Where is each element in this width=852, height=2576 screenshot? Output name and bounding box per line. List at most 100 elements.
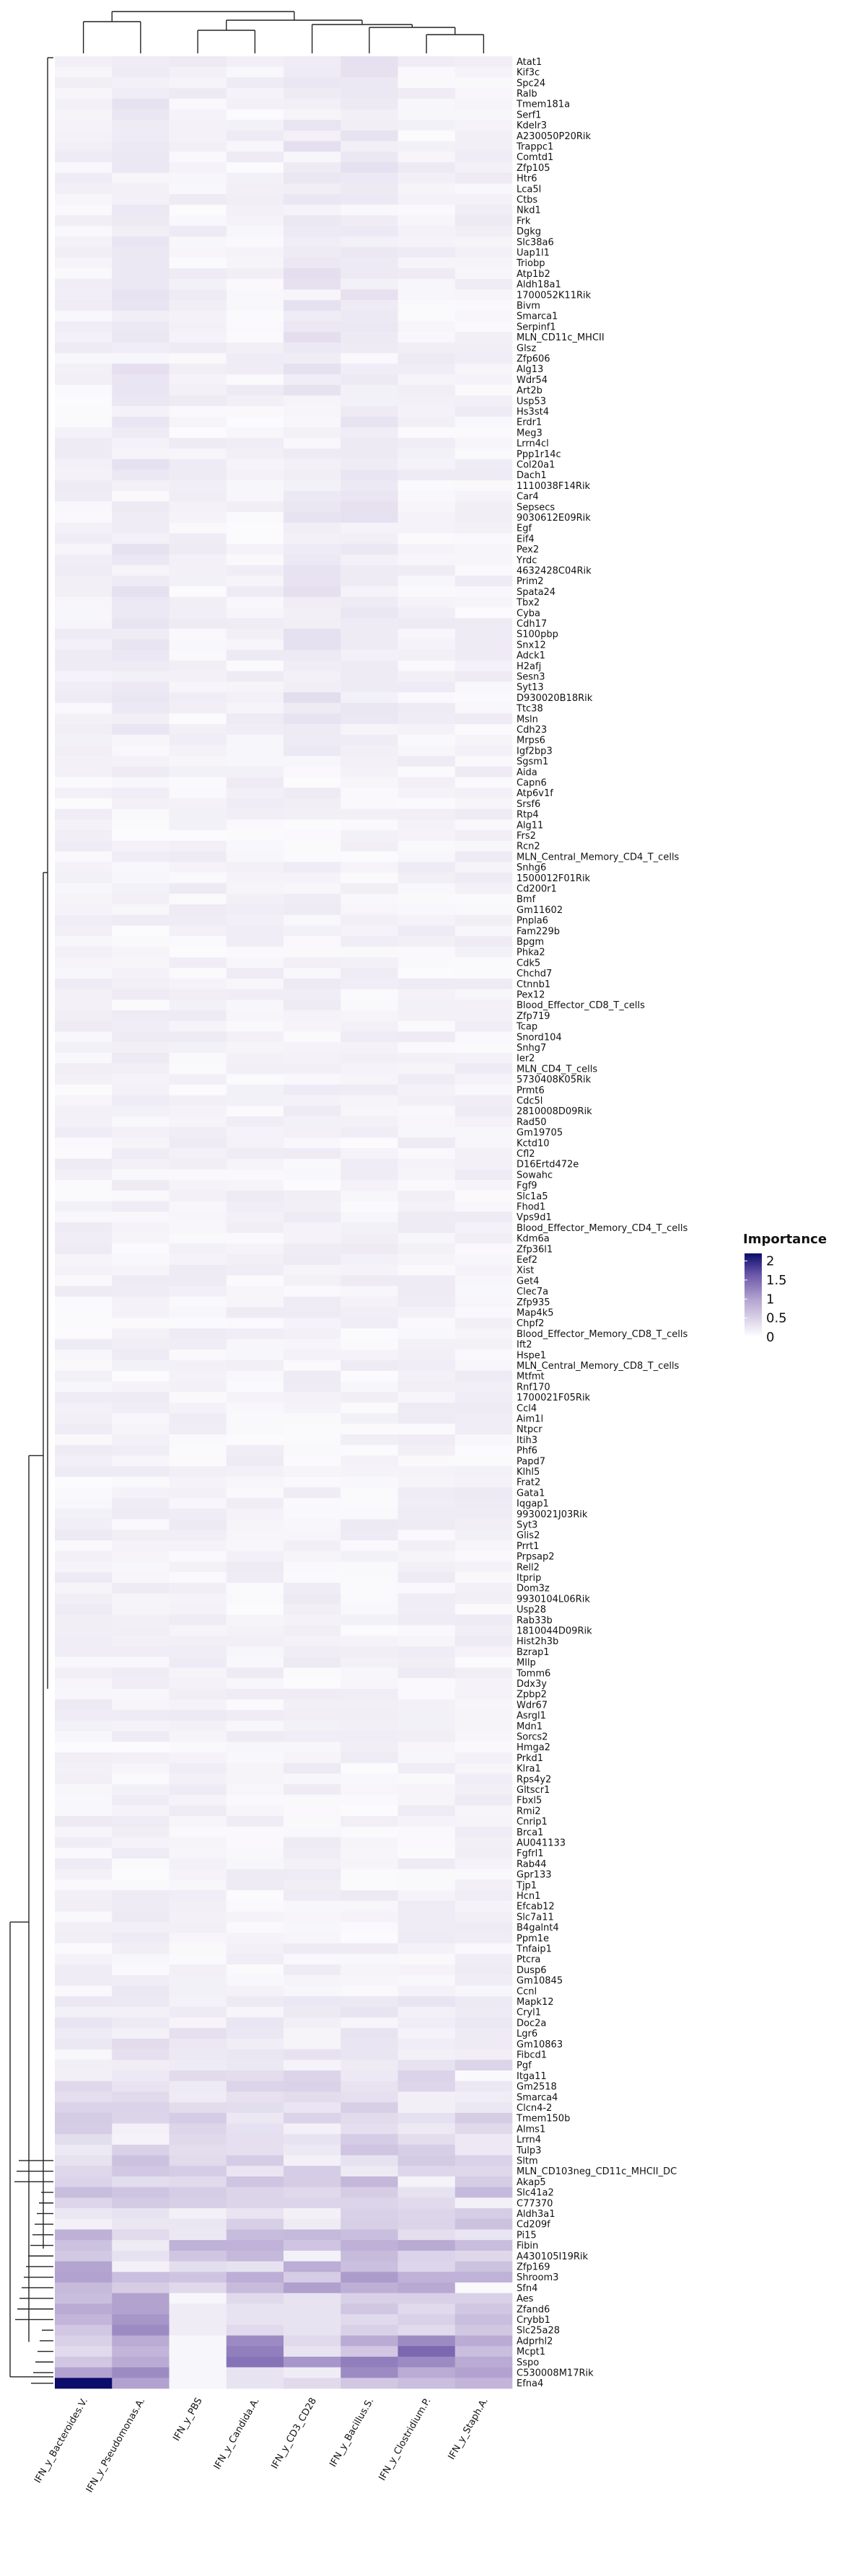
heatmap-cell — [398, 1710, 456, 1721]
heatmap-cell — [55, 936, 113, 948]
row-label: Glis2 — [517, 1530, 540, 1541]
heatmap-cell — [341, 565, 398, 576]
row-label: Rnf170 — [517, 1382, 550, 1393]
heatmap-cell — [55, 1943, 113, 1954]
heatmap-cell — [284, 554, 341, 565]
heatmap-cell — [169, 2314, 227, 2326]
heatmap-cell — [55, 2293, 113, 2304]
heatmap-cell — [284, 1879, 341, 1891]
heatmap-cell — [55, 1158, 113, 1170]
heatmap-cell — [226, 395, 284, 407]
heatmap-cell — [454, 2346, 513, 2357]
heatmap-cell — [112, 56, 170, 67]
row-label: Itprip — [517, 1573, 541, 1584]
heatmap-cell — [55, 1063, 113, 1075]
heatmap-cell — [454, 151, 513, 163]
row-label: Aim1l — [517, 1413, 543, 1424]
heatmap-cell — [226, 798, 284, 809]
heatmap-cell — [341, 1180, 398, 1191]
heatmap-cell — [169, 1985, 227, 1997]
row-label: Prkd1 — [517, 1753, 543, 1764]
heatmap-cell — [169, 618, 227, 630]
heatmap-cell — [284, 1444, 341, 1456]
heatmap-cell — [112, 1678, 170, 1690]
heatmap-cell — [169, 1126, 227, 1138]
heatmap-cell — [112, 247, 170, 258]
heatmap-cell — [169, 1869, 227, 1880]
heatmap-cell — [112, 1604, 170, 1615]
heatmap-cell — [169, 1943, 227, 1954]
heatmap-cell — [454, 268, 513, 279]
heatmap-cell — [341, 1148, 398, 1160]
heatmap-cell — [454, 204, 513, 216]
heatmap-cell — [169, 1201, 227, 1212]
heatmap-cell — [398, 1932, 456, 1944]
heatmap-cell — [454, 374, 513, 385]
heatmap-cell — [454, 713, 513, 725]
heatmap-cell — [55, 374, 113, 385]
heatmap-cell — [454, 2038, 513, 2050]
heatmap-cell — [112, 819, 170, 831]
heatmap-cell — [284, 2070, 341, 2081]
heatmap-cell — [169, 1582, 227, 1594]
heatmap-cell — [398, 1169, 456, 1181]
heatmap-cell — [284, 1338, 341, 1350]
heatmap-cell — [454, 120, 513, 131]
heatmap-cell — [398, 1349, 456, 1361]
heatmap-cell — [341, 968, 398, 979]
heatmap-cell — [169, 1900, 227, 1912]
heatmap-cell — [341, 533, 398, 544]
heatmap-cell — [454, 1498, 513, 1509]
heatmap-cell — [55, 1212, 113, 1223]
row-label: A430105I19Rik — [517, 2251, 589, 2262]
heatmap-cell — [169, 2123, 227, 2135]
heatmap-cell — [341, 310, 398, 322]
heatmap-cell — [169, 88, 227, 100]
heatmap-cell — [454, 1349, 513, 1361]
heatmap-cell — [454, 1328, 513, 1339]
heatmap-cell — [284, 851, 341, 863]
heatmap-cell — [398, 1996, 456, 2008]
heatmap-cell — [112, 639, 170, 650]
heatmap-cell — [112, 1020, 170, 1032]
heatmap-cell — [55, 1646, 113, 1657]
heatmap-cell — [341, 321, 398, 332]
row-label: Tulp3 — [516, 2145, 541, 2156]
heatmap-cell — [226, 872, 284, 883]
heatmap-cell — [398, 544, 456, 555]
heatmap-cell — [226, 1444, 284, 1456]
heatmap-cell — [284, 1742, 341, 1753]
heatmap-cell — [341, 522, 398, 534]
heatmap-cell — [112, 1816, 170, 1827]
heatmap-cell — [454, 1508, 513, 1519]
heatmap-cell — [284, 1010, 341, 1021]
heatmap-cell — [398, 1413, 456, 1424]
row-label: MLN_Central_Memory_CD8_T_cells — [517, 1361, 680, 1372]
heatmap-cell — [341, 226, 398, 237]
heatmap-cell — [169, 2028, 227, 2039]
heatmap-cell — [341, 278, 398, 290]
heatmap-cell — [398, 2218, 456, 2230]
heatmap-cell — [169, 840, 227, 852]
row-label: Cdk5 — [517, 958, 540, 969]
heatmap-cell — [398, 278, 456, 290]
heatmap-cell — [226, 756, 284, 767]
heatmap-cell — [226, 1392, 284, 1403]
heatmap-cell — [112, 1996, 170, 2008]
heatmap-cell — [55, 2006, 113, 2018]
heatmap-cell — [454, 840, 513, 852]
heatmap-cell — [454, 1116, 513, 1127]
heatmap-cell — [284, 226, 341, 237]
heatmap-cell — [169, 1551, 227, 1562]
heatmap-cell — [112, 1551, 170, 1562]
heatmap-cell — [284, 1370, 341, 1382]
heatmap-cell — [398, 756, 456, 767]
row-label: Trappc1 — [516, 141, 553, 152]
heatmap-cell — [398, 1890, 456, 1902]
heatmap-cell — [226, 2112, 284, 2124]
heatmap-cell — [454, 2293, 513, 2304]
heatmap-cell — [226, 1954, 284, 1965]
row-label: Alg11 — [517, 820, 543, 831]
heatmap-cell — [341, 374, 398, 385]
heatmap-cell — [341, 1095, 398, 1106]
